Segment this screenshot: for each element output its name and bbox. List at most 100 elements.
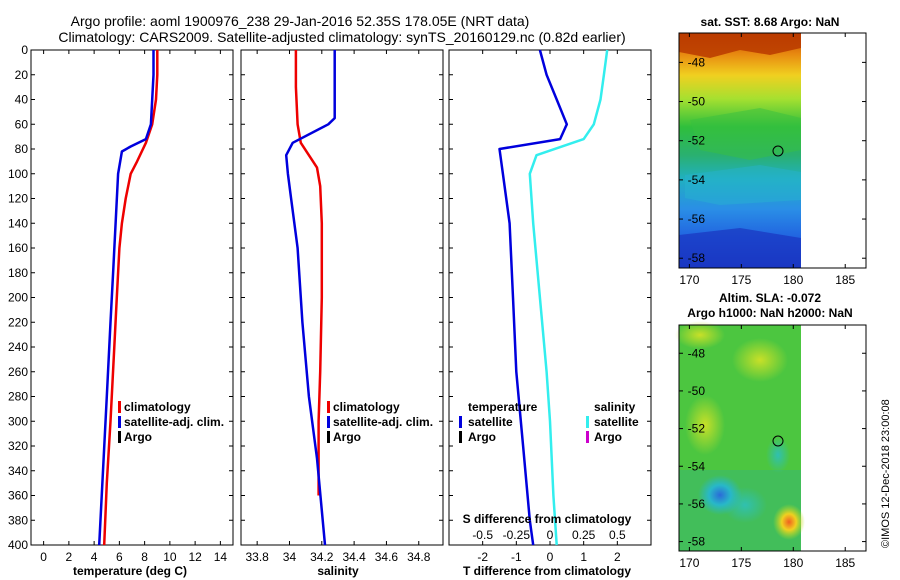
depth-tick-label: 200 [8,291,28,305]
temperature-legend: climatology satellite-adj. clim. Argo [118,400,224,444]
difference-axis: -2 -1 0 1 2 [477,50,621,564]
salinity-series [284,50,336,546]
title-line-1: Argo profile: aoml 1900976_238 29-Jan-20… [71,13,530,29]
sst-map-title: sat. SST: 8.68 Argo: NaN [701,15,840,29]
legend-swatch-climatology [118,401,121,413]
lon-tick-label: 180 [783,273,803,287]
salinity-plot-frame [240,49,444,546]
x-tick-label: 2 [66,550,73,564]
legend-swatch-satellite [118,416,121,428]
depth-tick-label: 180 [8,266,28,280]
legend-label-argo: Argo [333,430,361,444]
legend-label-sal-argo: Argo [594,430,622,444]
sla-blob-yellow-1 [675,321,725,349]
salinity-axis: 33.8 34 34.2 34.4 34.6 34.8 [245,50,431,564]
legend-label-satellite: satellite-adj. clim. [333,415,433,429]
legend-title-salinity: salinity [594,400,636,414]
difference-legend: temperature satellite Argo salinity sate… [459,400,639,444]
depth-tick-label: 320 [8,439,28,453]
sla-blob-yellow-3 [685,395,725,455]
sla-field [675,321,805,551]
temperature-series [97,50,159,546]
sla-blob-teal-1 [766,437,790,473]
legend-swatch-argo [327,431,330,443]
legend-swatch-temp-satellite [459,416,462,428]
x-tick-label: 34 [283,550,297,564]
legend-label-satellite: satellite-adj. clim. [124,415,224,429]
x-tick-label: 12 [188,550,202,564]
x-tick-label: 1 [580,550,587,564]
temperature-axis: 0 2 4 6 8 10 12 14 [40,50,227,564]
x-tick-label: 0 [40,550,47,564]
depth-tick-label: 400 [8,538,28,552]
difference-plot-frame [448,49,652,546]
lat-tick-label: -56 [688,212,706,226]
depth-axis: 0 20 40 60 80 100 120 140 160 180 200 220 240 260 280 3… [8,43,233,552]
temperature-panel: 0204060801001201401601802002202402602803… [8,43,234,578]
s-tick-label: 0.5 [609,528,626,542]
lon-tick-label: 175 [731,556,751,570]
s-tick-label: -0.25 [503,528,531,542]
lat-tick-label: -54 [688,459,706,473]
lat-tick-label: -56 [688,497,706,511]
legend-label-climatology: climatology [333,400,400,414]
depth-tick-label: 120 [8,192,28,206]
lat-tick-label: -54 [688,173,706,187]
depth-tick-label: 240 [8,340,28,354]
sla-map-title: Altim. SLA: -0.072 [719,291,821,305]
depth-tick-label: 100 [8,167,28,181]
lon-tick-label: 175 [731,273,751,287]
depth-tick-label: 280 [8,390,28,404]
x-tick-label: 34.2 [310,550,334,564]
series-line-salinity-satellite [528,49,609,546]
lon-tick-label: 170 [679,273,699,287]
x-tick-label: 6 [116,550,123,564]
legend-label-sal-satellite: satellite [594,415,639,429]
legend-swatch-sal-satellite [586,416,589,428]
depth-tick-label: 0 [21,43,28,57]
depth-tick-label: 260 [8,365,28,379]
legend-swatch-satellite [327,416,330,428]
legend-label-climatology: climatology [124,400,191,414]
depth-tick-label: 340 [8,464,28,478]
s-tick-label: 0.25 [572,528,596,542]
temperature-plot-frame [30,49,234,546]
series-line-climatology [102,50,159,546]
sst-map-panel: sat. SST: 8.68 Argo: NaN 170 175 180 185 -48… [678,15,867,287]
depth-tick-label: 380 [8,513,28,527]
difference-series [498,49,609,546]
salinity-panel: 33.8 34 34.2 34.4 34.6 34.8 salinity climatol… [240,49,444,578]
legend-swatch-sal-argo [586,431,589,443]
depth-tick-label: 140 [8,216,28,230]
sst-map-frame [678,32,867,269]
series-line-temperature-satellite [498,49,569,546]
salinity-depth-ticks [241,49,443,546]
salinity-legend: climatology satellite-adj. clim. Argo [327,400,433,444]
series-line-climatology [294,50,324,496]
x-tick-label: 34.4 [342,550,366,564]
series-line-satellite-adj-clim- [97,50,155,546]
legend-title-temperature: temperature [468,400,538,414]
depth-tick-label: 300 [8,414,28,428]
sla-map-axes: 170 175 180 185 -48 -50 -52 -54 -56 -58 [679,325,866,570]
legend-label-argo: Argo [124,430,152,444]
salinity-axis-label: salinity [317,564,359,578]
argo-float-marker-sst [772,145,784,157]
sla-map-panel: Altim. SLA: -0.072 Argo h1000: NaN h2000… [675,291,867,570]
difference-panel: -2 -1 0 1 2 S difference from climatology -0… [448,49,652,578]
x-tick-label: 34.6 [375,550,399,564]
difference-depth-ticks [449,49,651,546]
lat-tick-label: -48 [688,55,706,69]
sla-map-subtitle: Argo h1000: NaN h2000: NaN [687,306,852,320]
x-tick-label: 33.8 [245,550,269,564]
sla-blob-low [698,475,742,515]
temperature-axis-label: temperature (deg C) [73,564,187,578]
s-difference-ticks: -0.5 -0.25 0 0.25 0.5 [472,528,626,542]
depth-tick-label: 20 [15,68,29,82]
depth-tick-label: 160 [8,241,28,255]
s-tick-label: 0 [547,528,554,542]
lat-tick-label: -52 [688,134,706,148]
x-tick-label: -2 [477,550,488,564]
sst-green-patch [690,108,801,160]
